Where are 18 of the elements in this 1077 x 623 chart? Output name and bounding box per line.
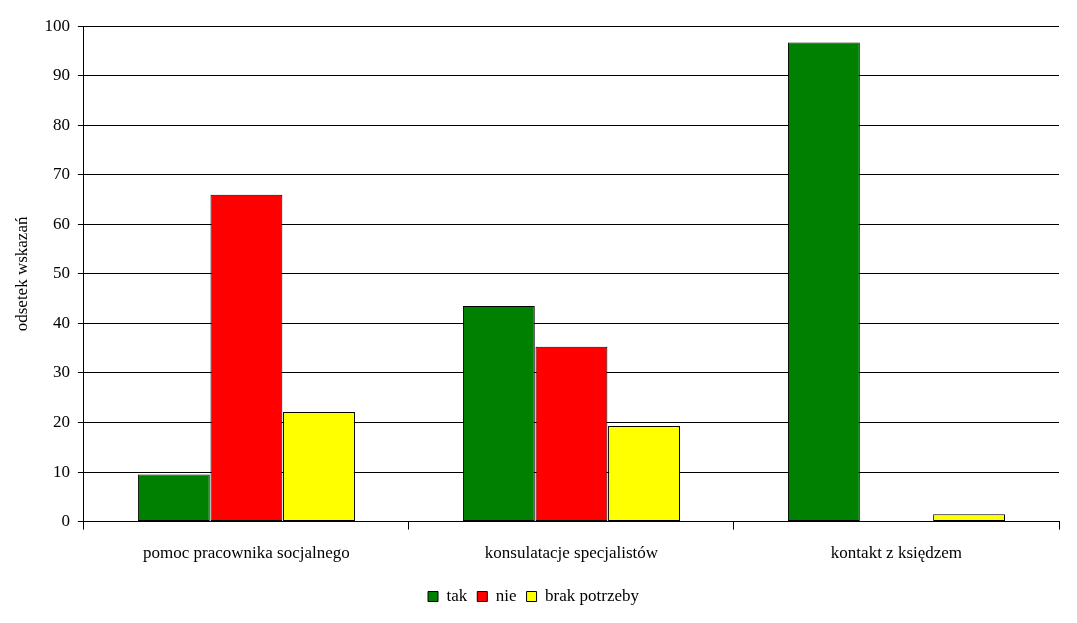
y-tick-label: 90	[52, 65, 70, 85]
x-tick-label: kontakt z księdzem	[830, 543, 963, 563]
y-axis-title: odsetek wskazań	[11, 216, 31, 332]
y-tick-label: 0	[61, 511, 70, 531]
y-tick-label: 50	[52, 263, 70, 283]
y-tick-label: 40	[52, 312, 70, 332]
y-tick-label: 30	[52, 362, 70, 382]
x-tick-label: konsulatacje specjalistów	[484, 543, 659, 563]
legend-label: brak potrzeby	[545, 585, 640, 605]
x-tick-label: pomoc pracownika socjalnego	[143, 543, 350, 563]
y-tick-label: 100	[44, 15, 70, 35]
y-tick-label: 80	[52, 114, 70, 134]
y-tick-label: 70	[52, 164, 70, 184]
legend-label: nie	[495, 585, 517, 605]
y-tick-label: 10	[52, 461, 70, 481]
legend-label: tak	[446, 585, 468, 605]
y-tick-label: 60	[52, 213, 70, 233]
y-tick-label: 20	[52, 411, 70, 431]
